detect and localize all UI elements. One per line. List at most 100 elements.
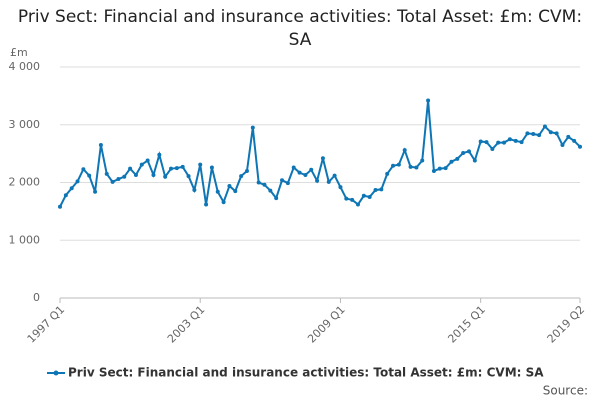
point bbox=[128, 166, 133, 171]
point bbox=[110, 179, 115, 184]
point bbox=[250, 125, 255, 130]
point bbox=[478, 139, 483, 144]
point bbox=[192, 188, 197, 193]
point bbox=[303, 172, 308, 177]
y-tick-label: 1 000 bbox=[9, 233, 41, 246]
point bbox=[186, 174, 191, 179]
point bbox=[496, 140, 501, 145]
point bbox=[209, 165, 214, 170]
point bbox=[466, 149, 471, 154]
point bbox=[122, 174, 127, 179]
point bbox=[227, 183, 232, 188]
point bbox=[93, 189, 98, 194]
x-tick-label: 2009 Q1 bbox=[305, 303, 348, 346]
chart-title: Priv Sect: Financial and insurance activ… bbox=[17, 7, 583, 50]
point bbox=[420, 158, 425, 163]
point bbox=[426, 98, 431, 103]
point bbox=[139, 162, 144, 167]
point bbox=[268, 188, 273, 193]
point bbox=[262, 182, 267, 187]
point bbox=[151, 172, 156, 177]
point bbox=[531, 131, 536, 136]
point bbox=[87, 173, 92, 178]
point bbox=[163, 174, 168, 179]
point bbox=[169, 166, 174, 171]
point bbox=[391, 163, 396, 168]
point bbox=[385, 171, 390, 176]
point bbox=[525, 131, 530, 136]
point bbox=[402, 148, 407, 153]
point bbox=[578, 144, 582, 149]
point bbox=[326, 179, 331, 184]
point bbox=[408, 164, 413, 169]
point bbox=[502, 140, 507, 145]
point bbox=[455, 156, 460, 161]
point bbox=[221, 200, 226, 205]
point bbox=[361, 193, 366, 198]
source: Source: bbox=[543, 384, 588, 398]
point bbox=[461, 151, 466, 156]
point bbox=[63, 193, 68, 198]
point bbox=[256, 180, 261, 185]
point bbox=[104, 171, 109, 176]
point bbox=[180, 164, 185, 169]
point bbox=[315, 178, 320, 183]
point bbox=[157, 152, 162, 157]
point bbox=[133, 172, 138, 177]
point bbox=[204, 202, 209, 207]
point bbox=[233, 189, 238, 194]
y-axis-label: £m bbox=[10, 46, 28, 59]
y-tick-label: 0 bbox=[33, 291, 40, 304]
point bbox=[81, 167, 86, 172]
point bbox=[513, 138, 518, 143]
point bbox=[145, 158, 150, 163]
legend-marker bbox=[53, 370, 59, 376]
point bbox=[58, 204, 62, 209]
point bbox=[355, 202, 360, 207]
point bbox=[350, 197, 355, 202]
point bbox=[75, 179, 80, 184]
point bbox=[344, 196, 349, 201]
point bbox=[297, 170, 302, 175]
point bbox=[484, 140, 489, 145]
point bbox=[174, 166, 179, 171]
point bbox=[98, 142, 103, 147]
point bbox=[373, 188, 378, 193]
point bbox=[332, 173, 337, 178]
point bbox=[367, 194, 372, 199]
line bbox=[59, 100, 581, 208]
y-tick-label: 3 000 bbox=[9, 118, 41, 131]
point bbox=[274, 196, 279, 201]
y-tick-label: 4 000 bbox=[9, 60, 41, 73]
point bbox=[116, 177, 121, 182]
point bbox=[396, 162, 401, 167]
point bbox=[554, 131, 559, 136]
point bbox=[338, 185, 343, 190]
x-tick-label: 1997 Q1 bbox=[25, 303, 68, 346]
x-tick-label: 2015 Q1 bbox=[445, 303, 488, 346]
point bbox=[537, 133, 542, 138]
point bbox=[572, 138, 577, 143]
point bbox=[437, 166, 442, 171]
point bbox=[443, 166, 448, 171]
point bbox=[379, 187, 384, 192]
point bbox=[215, 189, 220, 194]
point bbox=[69, 186, 74, 191]
point bbox=[244, 168, 249, 173]
point bbox=[490, 147, 495, 152]
point bbox=[507, 137, 512, 142]
point bbox=[560, 142, 565, 147]
y-tick-label: 2 000 bbox=[9, 176, 41, 189]
x-tick-label: 2019 Q2 bbox=[545, 303, 588, 346]
x-tick-label: 2003 Q1 bbox=[165, 303, 208, 346]
point bbox=[414, 165, 419, 170]
point bbox=[449, 159, 454, 164]
point bbox=[291, 165, 296, 170]
point bbox=[239, 174, 244, 179]
point bbox=[566, 134, 571, 139]
point bbox=[309, 167, 314, 172]
legend-text: Priv Sect: Financial and insurance activ… bbox=[68, 366, 544, 380]
point bbox=[542, 124, 547, 129]
